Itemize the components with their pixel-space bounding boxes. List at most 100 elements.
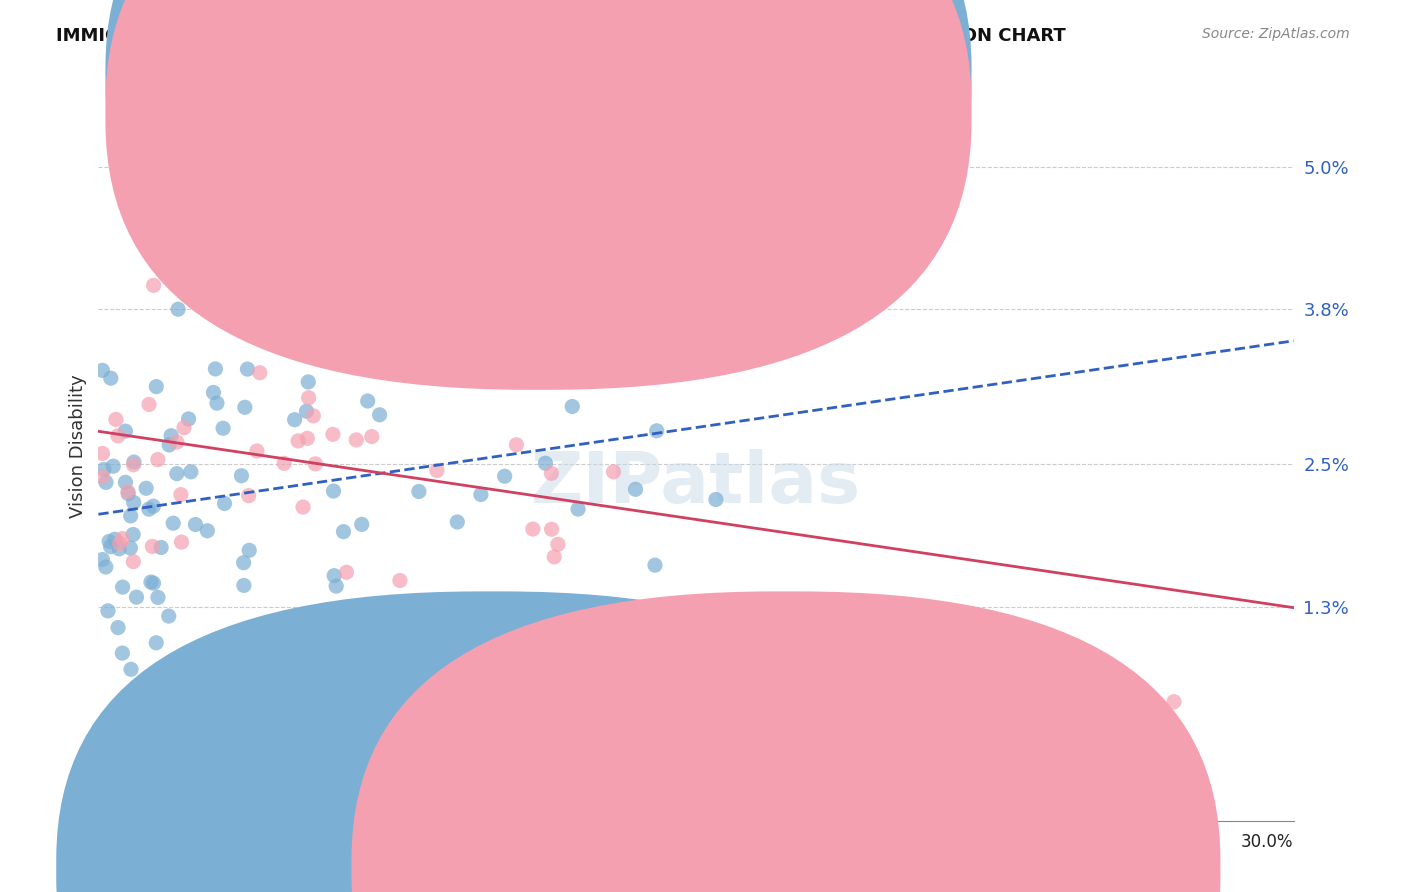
Immigrants from Iraq (91, 552, 114, 566)
Immigrants from Ecuador (346, 207, 368, 221)
Immigrants from Ecuador (292, 500, 315, 514)
Immigrants from Iraq (214, 496, 236, 510)
Immigrants from Iraq (150, 541, 173, 555)
Immigrants from Iraq (180, 465, 202, 479)
Immigrants from Iraq (357, 394, 380, 409)
Text: 30.0%: 30.0% (1241, 832, 1294, 851)
Immigrants from Iraq (202, 385, 225, 400)
Immigrants from Iraq (645, 424, 668, 438)
Immigrants from Ecuador (107, 429, 129, 443)
Text: 45: 45 (710, 103, 733, 120)
Immigrants from Ecuador (322, 427, 344, 442)
Immigrants from Iraq (145, 636, 167, 650)
Immigrants from Ecuador (273, 456, 295, 470)
Immigrants from Iraq (323, 568, 346, 582)
Immigrants from Ecuador (287, 434, 309, 448)
Text: ZIPatlas: ZIPatlas (531, 449, 860, 518)
Text: 0.060: 0.060 (605, 103, 657, 120)
Immigrants from Ecuador (540, 522, 562, 536)
Immigrants from Ecuador (122, 555, 145, 569)
Immigrants from Ecuador (122, 458, 145, 472)
Immigrants from Iraq (135, 481, 157, 495)
Immigrants from Iraq (167, 302, 190, 317)
Immigrants from Iraq (160, 428, 183, 442)
Immigrants from Iraq (195, 524, 218, 538)
Immigrants from Iraq (107, 621, 129, 635)
Immigrants from Ecuador (238, 489, 260, 503)
Immigrants from Iraq (260, 682, 283, 697)
Immigrants from Iraq (111, 646, 134, 660)
Immigrants from Ecuador (298, 391, 321, 405)
Immigrants from Ecuador (388, 574, 411, 588)
Immigrants from Ecuador (170, 535, 193, 549)
Immigrants from Iraq (470, 487, 492, 501)
Text: IMMIGRANTS FROM IRAQ VS IMMIGRANTS FROM ECUADOR VISION DISABILITY CORRELATION CH: IMMIGRANTS FROM IRAQ VS IMMIGRANTS FROM … (56, 27, 1066, 45)
Immigrants from Iraq (350, 517, 373, 532)
Immigrants from Iraq (98, 534, 121, 549)
Immigrants from Iraq (100, 371, 122, 385)
Text: Source: ZipAtlas.com: Source: ZipAtlas.com (1202, 27, 1350, 41)
Immigrants from Ecuador (426, 463, 449, 477)
Immigrants from Iraq (122, 495, 145, 509)
Immigrants from Iraq (184, 517, 207, 532)
Immigrants from Iraq (368, 408, 391, 422)
Immigrants from Iraq (120, 662, 142, 676)
Immigrants from Ecuador (249, 366, 271, 380)
Immigrants from Iraq (114, 424, 136, 438)
Immigrants from Iraq (408, 484, 430, 499)
Text: 0.145: 0.145 (605, 67, 657, 85)
Immigrants from Iraq (325, 579, 347, 593)
Text: Immigrants from Ecuador: Immigrants from Ecuador (780, 847, 991, 865)
Immigrants from Ecuador (138, 397, 160, 411)
Immigrants from Ecuador (602, 465, 624, 479)
Immigrants from Iraq (567, 502, 589, 516)
Text: 0.0%: 0.0% (98, 832, 141, 851)
Immigrants from Iraq (287, 338, 309, 352)
Immigrants from Ecuador (304, 457, 326, 471)
Text: Immigrants from Iraq: Immigrants from Iraq (502, 847, 679, 865)
Immigrants from Ecuador (540, 467, 562, 481)
Immigrants from Iraq (139, 575, 162, 590)
Text: N =: N = (668, 67, 704, 85)
Immigrants from Iraq (94, 560, 117, 574)
Immigrants from Ecuador (1163, 695, 1185, 709)
Immigrants from Ecuador (91, 446, 114, 460)
Immigrants from Ecuador (335, 566, 357, 580)
Immigrants from Ecuador (141, 540, 163, 554)
Immigrants from Iraq (644, 558, 666, 573)
Text: R =: R = (555, 67, 592, 85)
Immigrants from Ecuador (91, 470, 114, 484)
Immigrants from Iraq (100, 540, 122, 554)
Immigrants from Iraq (494, 469, 516, 483)
Immigrants from Ecuador (344, 433, 367, 447)
Immigrants from Iraq (332, 524, 354, 539)
Immigrants from Iraq (212, 421, 235, 435)
Immigrants from Ecuador (111, 532, 134, 546)
Immigrants from Iraq (778, 311, 800, 326)
Immigrants from Iraq (120, 508, 142, 523)
Immigrants from Ecuador (302, 409, 325, 423)
Immigrants from Iraq (232, 578, 254, 592)
Text: N =: N = (668, 103, 704, 120)
Immigrants from Iraq (166, 467, 188, 481)
Immigrants from Ecuador (108, 536, 131, 550)
Text: 83: 83 (710, 67, 733, 85)
Immigrants from Iraq (142, 500, 165, 514)
Immigrants from Ecuador (406, 207, 429, 221)
Immigrants from Ecuador (146, 452, 169, 467)
Immigrants from Iraq (120, 541, 142, 555)
Immigrants from Ecuador (1083, 682, 1105, 697)
Immigrants from Iraq (142, 576, 165, 591)
Immigrants from Iraq (94, 475, 117, 490)
Immigrants from Iraq (138, 502, 160, 516)
Immigrants from Iraq (145, 379, 167, 393)
Immigrants from Iraq (271, 695, 294, 709)
Immigrants from Iraq (704, 492, 727, 507)
Y-axis label: Vision Disability: Vision Disability (69, 374, 87, 518)
Immigrants from Iraq (157, 609, 180, 624)
Immigrants from Iraq (322, 484, 344, 499)
Immigrants from Iraq (122, 527, 145, 541)
Immigrants from Iraq (295, 404, 318, 418)
Immigrants from Iraq (146, 591, 169, 605)
Immigrants from Ecuador (360, 429, 382, 443)
